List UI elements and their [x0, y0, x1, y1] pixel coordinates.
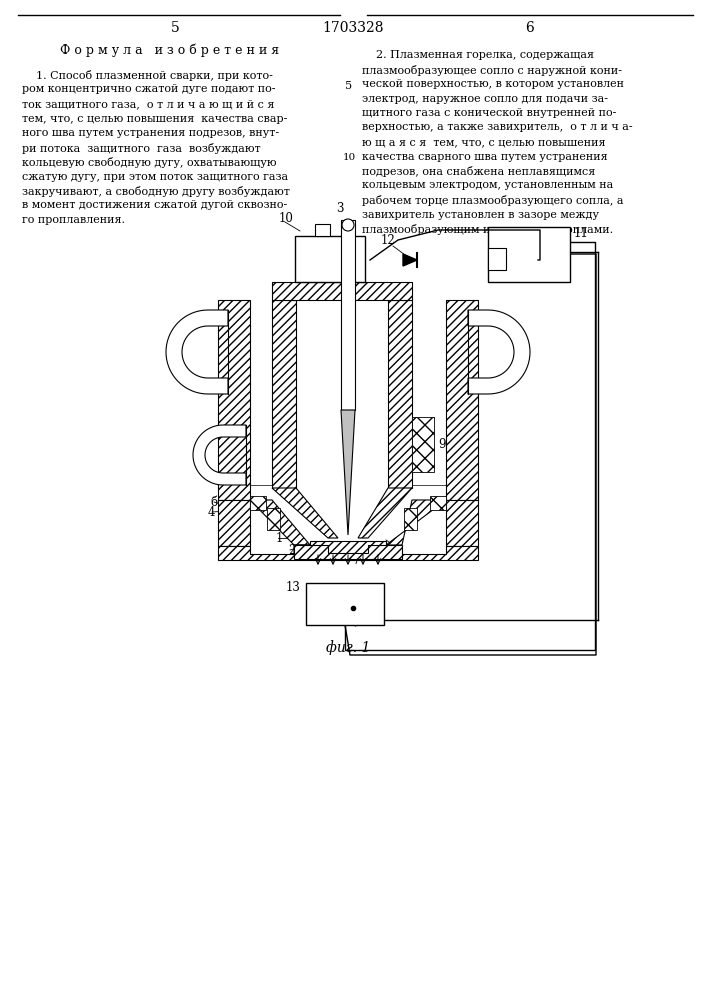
Bar	[315, 224, 330, 236]
Polygon shape	[404, 508, 417, 530]
Text: ю щ а я с я  тем, что, с целью повышения: ю щ а я с я тем, что, с целью повышения	[362, 137, 605, 147]
Text: Ф о р м у л а   и з о б р е т е н и я: Ф о р м у л а и з о б р е т е н и я	[60, 43, 279, 57]
Text: 6: 6	[525, 21, 534, 35]
Text: ри потока  защитного  газа  возбуждают: ри потока защитного газа возбуждают	[22, 142, 261, 153]
Text: 12: 12	[381, 234, 396, 247]
Text: ного шва путем устранения подрезов, внут-: ного шва путем устранения подрезов, внут…	[22, 128, 279, 138]
Bar	[341, 220, 355, 410]
Polygon shape	[446, 300, 478, 500]
Bar	[488, 248, 506, 270]
Polygon shape	[218, 300, 250, 500]
Polygon shape	[446, 500, 478, 546]
Text: 8: 8	[390, 540, 397, 554]
Text: подрезов, она снабжена неплавящимся: подрезов, она снабжена неплавящимся	[362, 166, 595, 177]
Polygon shape	[250, 496, 266, 510]
Text: 11: 11	[574, 227, 589, 240]
Text: 5: 5	[170, 21, 180, 35]
Polygon shape	[272, 300, 296, 488]
Polygon shape	[468, 310, 530, 394]
Text: 1. Способ плазменной сварки, при кото-: 1. Способ плазменной сварки, при кото-	[22, 70, 273, 81]
Polygon shape	[166, 310, 228, 394]
Text: в момент достижения сжатой дугой сквозно-: в момент достижения сжатой дугой сквозно…	[22, 200, 287, 211]
Text: рабочем торце плазмообразующего сопла, а: рабочем торце плазмообразующего сопла, а	[362, 195, 624, 206]
Text: плазмообразующее сопло с наружной кони-: плазмообразующее сопло с наружной кони-	[362, 64, 622, 76]
Text: ческой поверхностью, в котором установлен: ческой поверхностью, в котором установле…	[362, 79, 624, 89]
Polygon shape	[430, 496, 446, 510]
Polygon shape	[218, 500, 250, 546]
Circle shape	[342, 219, 354, 231]
Text: тем, что, с целью повышения  качества свар-: тем, что, с целью повышения качества сва…	[22, 113, 287, 123]
Text: фиг. 1: фиг. 1	[326, 641, 370, 655]
Text: кольцевую свободную дугу, охватывающую: кольцевую свободную дугу, охватывающую	[22, 157, 276, 168]
Text: 9: 9	[438, 438, 445, 452]
Text: 5: 5	[346, 81, 353, 91]
Polygon shape	[272, 488, 338, 538]
Polygon shape	[388, 300, 412, 488]
Text: плазмообразующим и наружным соплами.: плазмообразующим и наружным соплами.	[362, 224, 613, 235]
Text: го проплавления.: го проплавления.	[22, 215, 125, 225]
Text: 2: 2	[288, 544, 296, 556]
Text: 4: 4	[208, 506, 216, 518]
Text: электрод, наружное сопло для подачи за-: электрод, наружное сопло для подачи за-	[362, 94, 608, 104]
Polygon shape	[403, 254, 417, 266]
Bar	[295, 236, 365, 282]
Text: ром концентрично сжатой дуге подают по-: ром концентрично сжатой дуге подают по-	[22, 85, 276, 95]
Text: 1: 1	[276, 532, 284, 544]
Text: 10: 10	[279, 212, 294, 225]
Polygon shape	[294, 545, 402, 557]
Polygon shape	[250, 500, 310, 545]
Text: 7: 7	[353, 554, 361, 566]
Bar	[306, 583, 384, 625]
Polygon shape	[193, 425, 246, 485]
Text: 13: 13	[286, 581, 301, 594]
Text: 5: 5	[222, 518, 230, 530]
Text: верхностью, а также завихритель,  о т л и ч а-: верхностью, а также завихритель, о т л и…	[362, 122, 633, 132]
Polygon shape	[267, 508, 280, 530]
Text: качества сварного шва путем устранения: качества сварного шва путем устранения	[362, 151, 607, 161]
Text: 10: 10	[342, 153, 356, 162]
Polygon shape	[218, 541, 478, 560]
Polygon shape	[272, 282, 412, 300]
Text: б: б	[210, 495, 217, 508]
Polygon shape	[358, 488, 412, 538]
Text: ток защитного газа,  о т л и ч а ю щ и й с я: ток защитного газа, о т л и ч а ю щ и й …	[22, 99, 274, 109]
Polygon shape	[386, 500, 446, 545]
Text: сжатую дугу, при этом поток защитного газа: сжатую дугу, при этом поток защитного га…	[22, 172, 288, 182]
Text: закручивают, а свободную другу возбуждают: закручивают, а свободную другу возбуждаю…	[22, 186, 290, 197]
Text: завихритель установлен в зазоре между: завихритель установлен в зазоре между	[362, 210, 599, 220]
Text: кольцевым электродом, установленным на: кольцевым электродом, установленным на	[362, 180, 613, 190]
Text: щитного газа с конической внутренней по-: щитного газа с конической внутренней по-	[362, 108, 617, 118]
Polygon shape	[294, 545, 402, 559]
Polygon shape	[412, 417, 434, 472]
Bar	[488, 227, 570, 282]
Text: 1703328: 1703328	[322, 21, 384, 35]
Text: 2. Плазменная горелка, содержащая: 2. Плазменная горелка, содержащая	[362, 50, 594, 60]
Polygon shape	[341, 410, 355, 535]
Text: 3: 3	[336, 202, 344, 215]
